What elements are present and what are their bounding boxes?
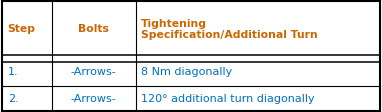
Text: -Arrows-: -Arrows- xyxy=(71,94,117,104)
Text: 120° additional turn diagonally: 120° additional turn diagonally xyxy=(141,94,315,104)
Text: 1.: 1. xyxy=(8,67,18,77)
Text: -Arrows-: -Arrows- xyxy=(71,67,117,77)
Text: Step: Step xyxy=(8,24,36,34)
Text: 2.: 2. xyxy=(8,94,18,104)
Text: 8 Nm diagonally: 8 Nm diagonally xyxy=(141,67,233,77)
Text: Bolts: Bolts xyxy=(78,24,109,34)
Text: Tightening
Specification/Additional Turn: Tightening Specification/Additional Turn xyxy=(141,19,318,40)
